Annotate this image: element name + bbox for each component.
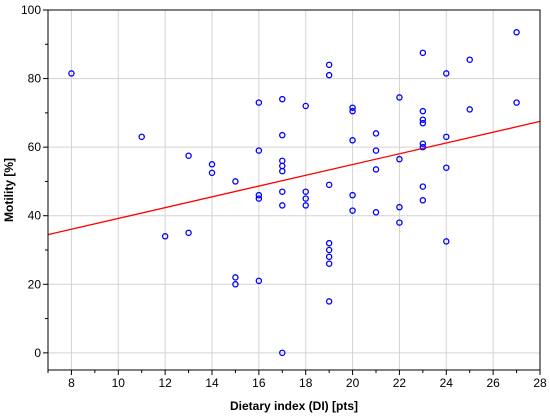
data-point — [419, 197, 427, 204]
data-point — [443, 70, 450, 77]
tick-marks — [43, 9, 541, 375]
data-point — [325, 253, 333, 261]
data-point — [325, 61, 333, 69]
data-points — [68, 29, 520, 357]
x-tick-label: 22 — [393, 376, 407, 390]
data-point — [443, 133, 450, 141]
data-point — [349, 207, 356, 214]
x-tick-label: 18 — [299, 376, 313, 390]
data-point — [419, 107, 427, 115]
plot-frame — [47, 9, 541, 371]
data-point — [208, 161, 216, 168]
y-tick-label: 100 — [21, 3, 41, 17]
data-point — [372, 147, 380, 154]
data-point — [419, 140, 427, 147]
data-point — [349, 137, 356, 144]
data-point — [396, 155, 403, 163]
data-point — [138, 133, 145, 141]
x-tick-label: 28 — [533, 376, 547, 390]
data-point — [372, 209, 380, 216]
x-tick-label: 14 — [205, 376, 219, 390]
data-point — [302, 195, 309, 202]
data-point — [232, 178, 239, 185]
y-tick-label: 40 — [28, 209, 42, 223]
x-tick-label: 8 — [68, 376, 75, 390]
data-point — [325, 260, 333, 267]
data-point — [255, 191, 263, 199]
regression-line — [47, 120, 541, 236]
data-point — [279, 202, 286, 209]
data-point — [466, 106, 473, 113]
x-tick-label: 10 — [112, 376, 126, 390]
x-axis-title: Dietary index (DI) [pts] — [230, 399, 358, 413]
data-point — [279, 349, 286, 357]
data-point — [443, 238, 450, 245]
data-point — [443, 164, 450, 171]
plot-background — [48, 10, 540, 370]
y-tick-labels: 0 20 40 60 80 100 — [21, 3, 41, 360]
data-point — [419, 49, 427, 57]
data-point — [349, 104, 356, 111]
data-point — [302, 102, 309, 110]
data-point — [255, 99, 263, 106]
x-tick-labels: 8 10 12 14 16 18 20 22 24 26 28 — [68, 376, 547, 390]
data-point — [419, 119, 427, 127]
data-point — [325, 246, 333, 254]
data-point — [513, 99, 520, 106]
y-tick-label: 0 — [34, 346, 41, 360]
data-point — [279, 188, 286, 195]
data-point — [396, 219, 403, 226]
data-point — [302, 188, 309, 195]
data-point — [302, 202, 309, 209]
x-tick-label: 24 — [440, 376, 454, 390]
y-tick-label: 60 — [28, 140, 42, 154]
data-point — [325, 181, 333, 189]
data-point — [68, 70, 75, 77]
data-point — [419, 143, 427, 151]
data-point — [279, 95, 286, 103]
data-point — [325, 298, 333, 305]
data-point — [255, 277, 263, 285]
data-point — [208, 169, 216, 177]
data-point — [325, 71, 333, 79]
data-point — [255, 147, 263, 154]
data-point — [419, 116, 427, 123]
data-point — [325, 239, 333, 247]
data-point — [255, 195, 263, 202]
y-tick-label: 80 — [28, 72, 42, 86]
data-point — [396, 94, 403, 101]
data-point — [161, 233, 169, 240]
y-tick-label: 20 — [28, 277, 42, 291]
data-point — [185, 229, 192, 237]
x-tick-label: 20 — [346, 376, 360, 390]
data-point — [466, 56, 473, 63]
data-point — [513, 29, 520, 36]
data-point — [419, 183, 427, 190]
data-point — [232, 274, 239, 281]
data-point — [279, 167, 286, 175]
x-tick-label: 16 — [252, 376, 266, 390]
fit-line-group — [47, 120, 541, 236]
x-tick-label: 12 — [158, 376, 172, 390]
data-point — [349, 107, 356, 115]
data-point — [279, 131, 286, 139]
data-point — [232, 281, 239, 288]
y-axis-title: Motility [%] — [2, 158, 16, 222]
x-tick-label: 26 — [486, 376, 500, 390]
data-point — [349, 191, 356, 199]
data-point — [396, 203, 403, 211]
data-point — [185, 152, 192, 159]
data-point — [372, 130, 380, 137]
data-point — [372, 166, 380, 173]
